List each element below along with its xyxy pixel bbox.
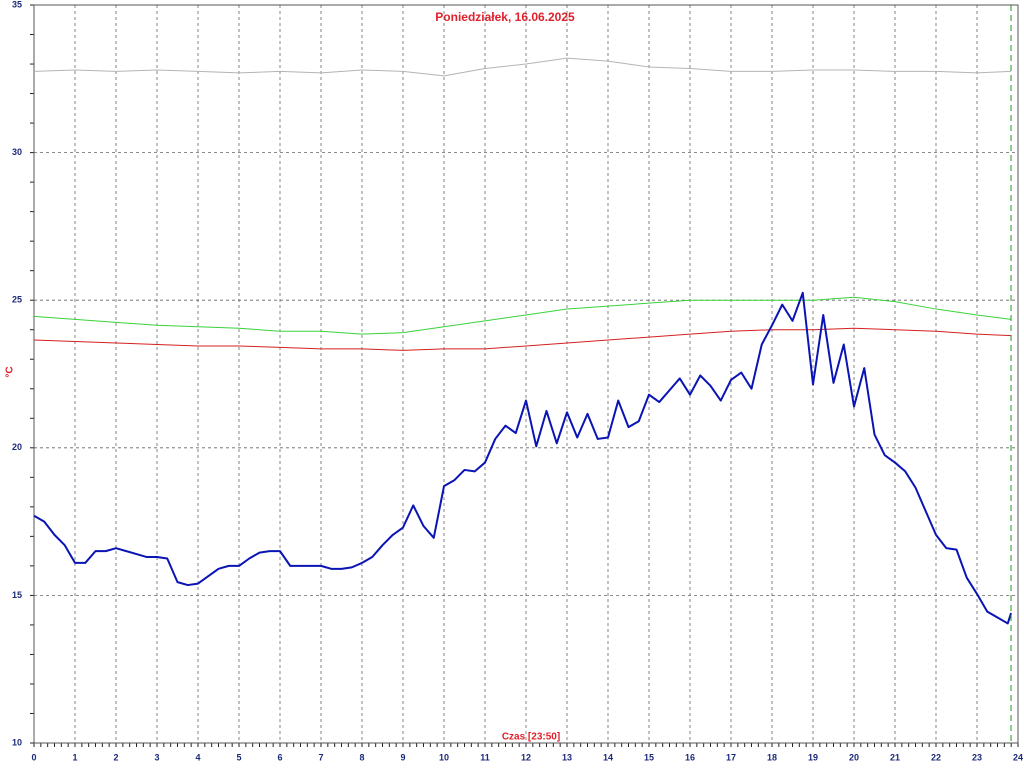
plot-border xyxy=(33,4,1019,744)
x-tick-label: 8 xyxy=(359,752,364,762)
x-tick-label: 12 xyxy=(521,752,531,762)
chart-title: Poniedziałek, 16.06.2025 xyxy=(435,10,575,24)
x-tick-label: 2 xyxy=(113,752,118,762)
x-tick-label: 17 xyxy=(726,752,736,762)
y-tick-label: 20 xyxy=(12,442,22,452)
y-tick-label: 25 xyxy=(12,295,22,305)
data-line xyxy=(33,57,1012,77)
x-tick-label: 9 xyxy=(400,752,405,762)
x-axis-label: Czas [23:50] xyxy=(502,732,560,743)
x-tick-label: 1 xyxy=(72,752,77,762)
x-tick-label: 11 xyxy=(480,752,490,762)
x-tick-label: 15 xyxy=(644,752,654,762)
x-tick-label: 22 xyxy=(931,752,941,762)
y-tick-label: 15 xyxy=(12,590,22,600)
y-tick-label: 35 xyxy=(12,0,22,9)
x-tick-label: 7 xyxy=(318,752,323,762)
x-tick-label: 10 xyxy=(439,752,449,762)
x-tick-label: 20 xyxy=(849,752,859,762)
x-tick-label: 24 xyxy=(1013,752,1023,762)
y-tick-label: 10 xyxy=(12,737,22,747)
x-tick-label: 6 xyxy=(277,752,282,762)
x-tick-label: 3 xyxy=(154,752,159,762)
data-line xyxy=(33,296,1012,335)
data-line xyxy=(33,291,1012,625)
x-tick-label: 0 xyxy=(31,752,36,762)
x-tick-label: 23 xyxy=(972,752,982,762)
x-tick-label: 16 xyxy=(685,752,695,762)
x-tick-label: 13 xyxy=(562,752,572,762)
x-tick-label: 14 xyxy=(603,752,613,762)
x-tick-label: 5 xyxy=(236,752,241,762)
x-tick-label: 19 xyxy=(808,752,818,762)
data-line xyxy=(33,327,1012,351)
y-axis-label: °C xyxy=(5,366,16,377)
x-tick-label: 21 xyxy=(890,752,900,762)
y-tick-label: 30 xyxy=(12,147,22,157)
x-tick-label: 18 xyxy=(767,752,777,762)
x-tick-label: 4 xyxy=(195,752,200,762)
